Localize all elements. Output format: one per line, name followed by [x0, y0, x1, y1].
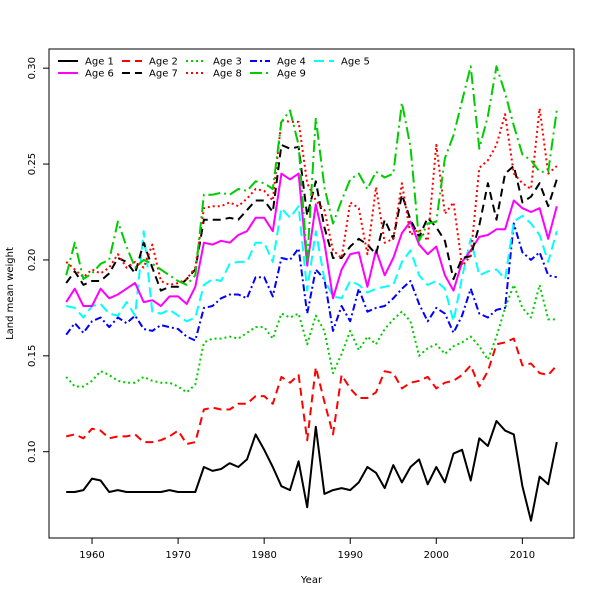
- legend-label: Age 1: [85, 57, 114, 68]
- legend-label: Age 2: [149, 57, 178, 68]
- legend-label: Age 8: [213, 69, 242, 80]
- y-tick-label: 0.25: [27, 153, 38, 175]
- x-tick-label: 1970: [165, 550, 190, 561]
- series-line-age-5: [65, 205, 558, 323]
- x-tick-label: 2010: [510, 550, 535, 561]
- y-tick-label: 0.10: [27, 441, 38, 463]
- y-axis-title: Land mean weight: [5, 247, 16, 340]
- y-axis: 0.10 0.15 0.20 0.25 0.30: [27, 57, 49, 463]
- legend-label: Age 7: [149, 69, 178, 80]
- series-layer: [65, 65, 558, 522]
- plot-frame: [48, 48, 575, 539]
- series-line-age-3: [65, 283, 557, 394]
- x-tick-label: 2000: [424, 550, 449, 561]
- legend-label: Age 4: [277, 57, 306, 68]
- x-axis: 1960 1970 1980 1990 2000 2010: [79, 538, 535, 561]
- y-tick-label: 0.15: [27, 345, 38, 367]
- x-tick-label: 1990: [338, 550, 363, 561]
- legend-label: Age 6: [85, 69, 114, 80]
- series-line-age-1: [66, 420, 558, 522]
- x-axis-title: Year: [300, 575, 323, 586]
- legend: Age 1 Age 2 Age 3 Age 4 Age 5 Age 6 Age 7 Age 8…: [58, 57, 370, 80]
- y-tick-label: 0.20: [27, 249, 38, 271]
- legend-label: Age 5: [341, 57, 370, 68]
- legend-label: Age 9: [277, 69, 306, 80]
- series-line-age-9: [65, 65, 558, 286]
- x-tick-label: 1980: [251, 550, 276, 561]
- legend-label: Age 3: [213, 57, 242, 68]
- y-tick-label: 0.30: [27, 57, 38, 79]
- series-line-age-2: [65, 337, 558, 445]
- x-tick-label: 1960: [79, 550, 104, 561]
